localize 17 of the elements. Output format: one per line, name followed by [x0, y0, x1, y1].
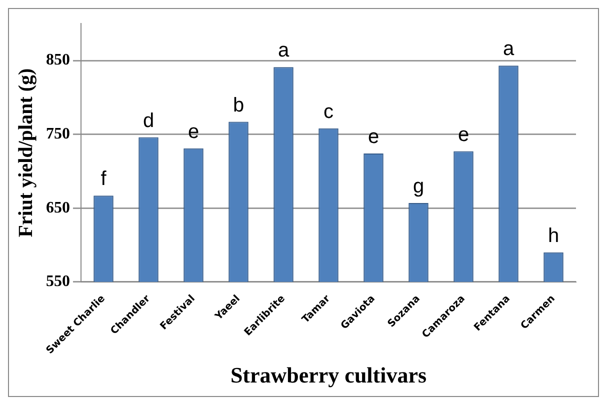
- x-axis-title: Strawberry cultivars: [230, 362, 427, 388]
- y-tick-label: 550: [46, 273, 70, 290]
- annotation: e: [368, 126, 380, 148]
- y-tick-label: 850: [46, 52, 70, 69]
- annotation: b: [232, 94, 244, 116]
- annotation: c: [324, 100, 334, 123]
- y-tick-label: 750: [46, 125, 70, 142]
- annotation: a: [278, 40, 290, 62]
- annotation: e: [188, 120, 200, 143]
- y-axis-title: Friut yield/plant (g): [15, 68, 38, 238]
- annotation: d: [142, 110, 154, 132]
- annotation: e: [458, 124, 470, 146]
- annotation: f: [100, 168, 107, 190]
- annotation: a: [502, 38, 515, 60]
- y-tick-label: 650: [46, 199, 70, 216]
- annotation: h: [548, 224, 560, 247]
- annotation: g: [412, 175, 424, 198]
